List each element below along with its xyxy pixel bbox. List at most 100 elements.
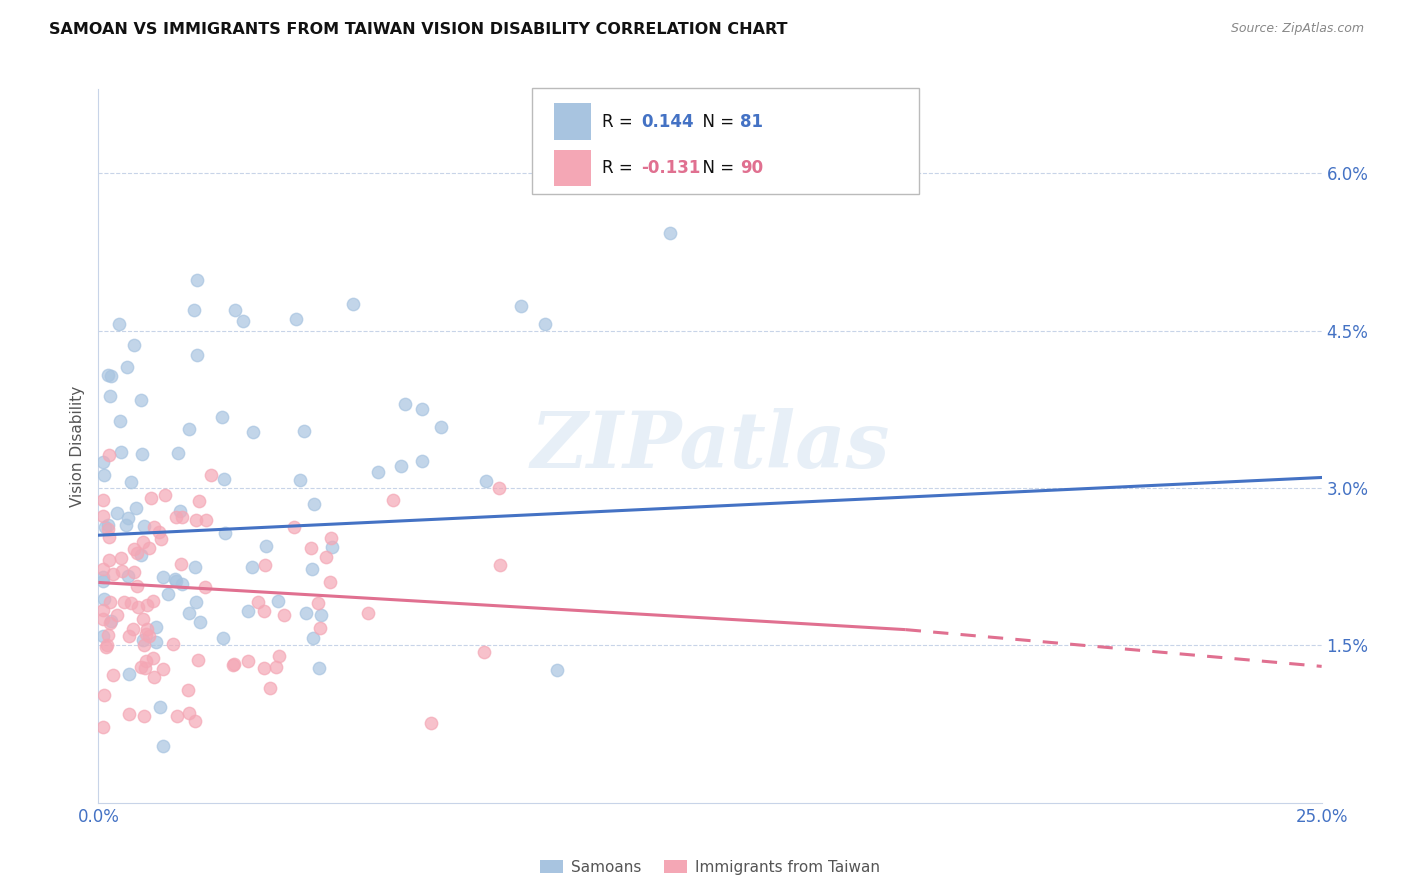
Point xyxy=(222,657,245,671)
Point xyxy=(91,629,114,643)
Point xyxy=(254,539,277,553)
Point xyxy=(475,474,498,488)
Point xyxy=(308,661,330,675)
Point xyxy=(110,551,132,566)
Point xyxy=(93,519,115,533)
Point xyxy=(309,621,332,635)
Point xyxy=(166,708,188,723)
Point xyxy=(224,303,246,318)
Point xyxy=(165,572,187,586)
Point xyxy=(93,688,115,702)
Point xyxy=(127,546,149,560)
Text: 0.144: 0.144 xyxy=(641,112,695,130)
Point xyxy=(284,312,307,326)
Text: N =: N = xyxy=(692,159,740,177)
Point xyxy=(214,525,236,540)
Point xyxy=(267,594,290,608)
Point xyxy=(165,510,187,524)
Point xyxy=(122,338,145,352)
Legend: Samoans, Immigrants from Taiwan: Samoans, Immigrants from Taiwan xyxy=(534,854,886,880)
Point xyxy=(91,720,114,734)
Point xyxy=(100,614,122,628)
Text: 81: 81 xyxy=(740,112,763,130)
Point xyxy=(118,667,141,681)
Point xyxy=(96,638,118,652)
Point xyxy=(488,558,510,573)
Point xyxy=(187,652,209,666)
Point xyxy=(112,595,135,609)
Point xyxy=(152,570,174,584)
Point xyxy=(91,570,114,584)
Point xyxy=(179,607,201,621)
Point xyxy=(254,558,277,572)
Text: N =: N = xyxy=(692,112,740,130)
Point xyxy=(101,667,124,681)
Point xyxy=(129,660,152,674)
Point xyxy=(533,317,555,331)
Point xyxy=(236,604,259,618)
Point xyxy=(108,413,131,427)
Point xyxy=(105,608,128,623)
Point xyxy=(294,606,316,620)
Point xyxy=(117,569,139,583)
Point xyxy=(169,504,191,518)
Text: 90: 90 xyxy=(740,159,763,177)
Point xyxy=(166,445,188,459)
Point xyxy=(142,520,165,534)
Point xyxy=(91,509,114,524)
Point xyxy=(195,513,218,527)
Text: -0.131: -0.131 xyxy=(641,159,702,177)
Point xyxy=(420,716,443,731)
Point xyxy=(115,360,138,375)
Point xyxy=(238,654,260,668)
Point xyxy=(118,706,141,721)
Point xyxy=(145,620,167,634)
Point xyxy=(131,447,153,461)
Point xyxy=(307,596,329,610)
Point xyxy=(127,600,149,615)
Point xyxy=(232,314,254,328)
Point xyxy=(149,700,172,714)
Point xyxy=(93,468,115,483)
Point xyxy=(367,465,389,479)
Point xyxy=(321,540,343,554)
Point xyxy=(212,632,235,646)
Point xyxy=(98,615,121,630)
Point xyxy=(117,511,139,525)
Point xyxy=(190,615,212,629)
Text: R =: R = xyxy=(602,112,638,130)
Point xyxy=(150,532,173,546)
Point xyxy=(170,557,193,571)
Point xyxy=(97,628,120,642)
Point xyxy=(193,580,215,594)
Point xyxy=(115,517,138,532)
Point xyxy=(91,562,114,576)
Point xyxy=(658,227,681,241)
Text: Source: ZipAtlas.com: Source: ZipAtlas.com xyxy=(1230,22,1364,36)
Point xyxy=(488,481,510,495)
Point xyxy=(132,709,155,723)
Point xyxy=(132,638,155,652)
Point xyxy=(145,635,167,649)
Point xyxy=(382,493,405,508)
Point xyxy=(162,637,184,651)
Point xyxy=(411,454,433,468)
Point xyxy=(148,524,170,539)
Point xyxy=(131,535,153,549)
Point xyxy=(101,566,124,581)
Point xyxy=(132,633,155,648)
Point xyxy=(98,530,121,544)
Point xyxy=(124,565,146,579)
Y-axis label: Vision Disability: Vision Disability xyxy=(69,385,84,507)
Point xyxy=(134,661,156,675)
Point xyxy=(107,506,129,520)
Point xyxy=(91,492,114,507)
Point xyxy=(152,663,174,677)
Point xyxy=(389,459,412,474)
Point xyxy=(509,299,531,313)
Point xyxy=(122,541,145,556)
Point xyxy=(292,424,315,438)
Point xyxy=(138,629,160,643)
Point xyxy=(91,454,114,468)
Point xyxy=(187,493,209,508)
